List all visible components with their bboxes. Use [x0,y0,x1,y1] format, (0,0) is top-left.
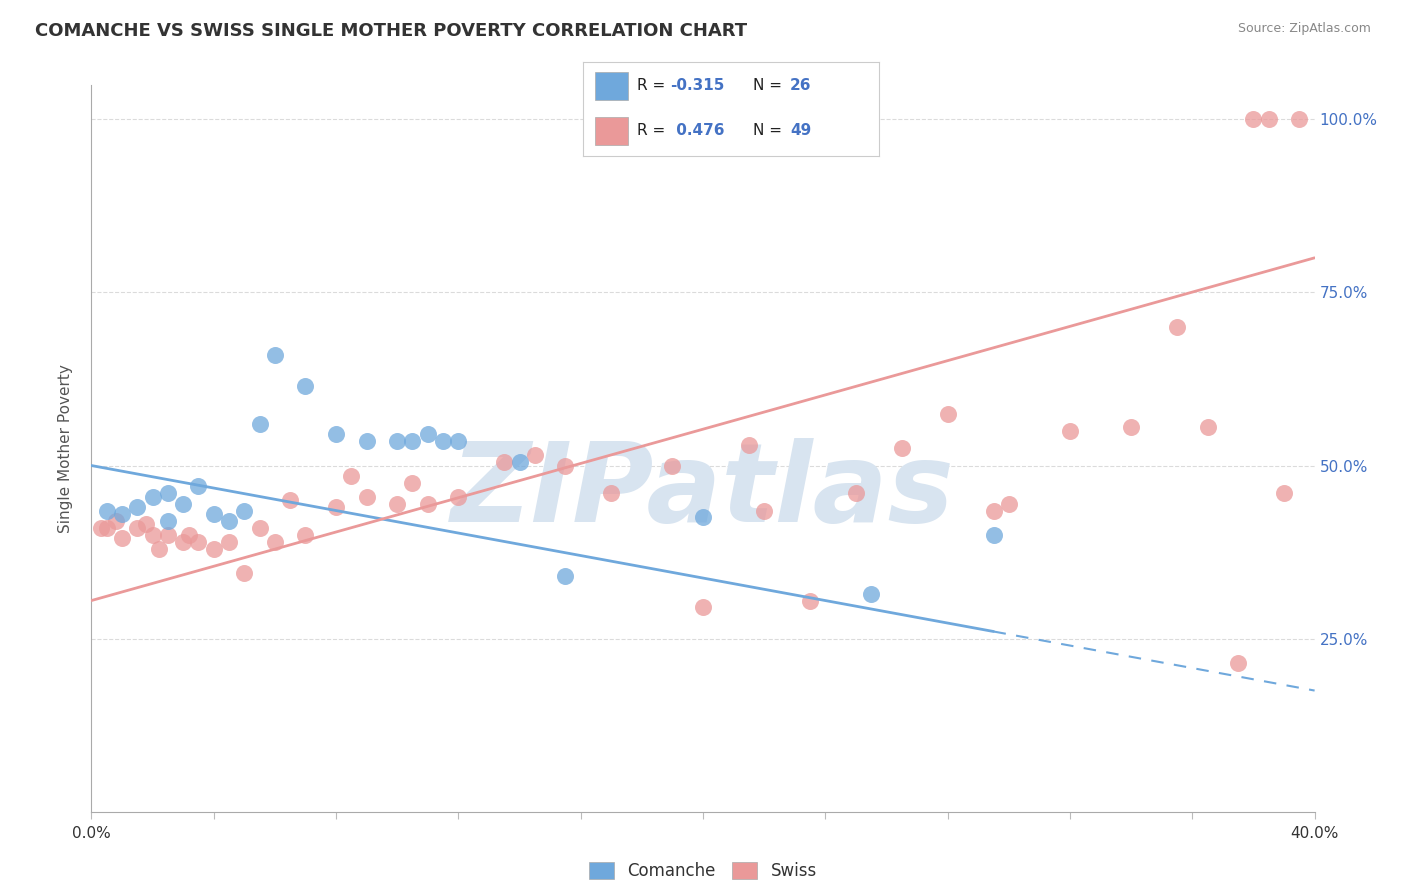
Point [936,407,959,421]
Point [264,348,287,362]
Point [156,514,179,528]
Point [738,438,761,452]
Point [249,521,271,535]
Point [141,528,163,542]
Point [890,442,912,455]
Point [90,521,112,535]
Point [325,427,347,442]
Point [983,528,1005,542]
Legend: Comanche, Swiss: Comanche, Swiss [582,855,824,887]
Text: R =: R = [637,78,669,94]
Point [860,587,883,601]
Point [233,566,256,580]
Point [401,475,423,490]
Point [385,497,409,511]
Text: N =: N = [754,123,787,138]
Point [554,458,576,473]
Point [104,514,127,528]
Point [294,528,316,542]
Point [278,493,301,508]
Point [416,427,439,442]
Point [1227,656,1250,670]
Point [1272,486,1295,500]
Point [356,434,378,449]
Text: Source: ZipAtlas.com: Source: ZipAtlas.com [1237,22,1371,36]
Point [325,500,347,514]
Point [1243,112,1265,127]
Point [1059,424,1081,438]
Point [998,497,1021,511]
Point [799,593,821,607]
Point [187,534,209,549]
Point [233,503,256,517]
Point [509,455,531,469]
Point [127,521,149,535]
Point [111,507,134,521]
Point [218,514,240,528]
Point [661,458,683,473]
Point [127,500,149,514]
Point [294,379,316,393]
Point [600,486,623,500]
Point [96,521,118,535]
Point [523,448,546,462]
Point [356,490,378,504]
Point [692,600,714,615]
Point [845,486,868,500]
Point [187,479,209,493]
Text: 49: 49 [790,123,811,138]
Point [401,434,423,449]
Point [447,490,470,504]
Point [264,534,287,549]
Point [148,541,170,556]
Text: ZIPatlas: ZIPatlas [451,438,955,545]
Point [494,455,516,469]
Text: COMANCHE VS SWISS SINGLE MOTHER POVERTY CORRELATION CHART: COMANCHE VS SWISS SINGLE MOTHER POVERTY … [35,22,747,40]
Point [179,528,201,542]
Point [156,486,179,500]
Point [416,497,439,511]
Point [141,490,163,504]
Y-axis label: Single Mother Poverty: Single Mother Poverty [58,364,73,533]
Text: -0.315: -0.315 [671,78,725,94]
Point [1197,420,1219,434]
Text: N =: N = [754,78,787,94]
Text: R =: R = [637,123,669,138]
Text: 0.476: 0.476 [671,123,724,138]
Point [172,534,194,549]
Point [983,503,1005,517]
Point [1166,320,1188,334]
Point [202,541,225,556]
Point [447,434,470,449]
Point [385,434,409,449]
Point [172,497,194,511]
Point [754,503,776,517]
Point [692,510,714,524]
Point [135,517,157,532]
Point [218,534,240,549]
Point [1288,112,1310,127]
Point [96,503,118,517]
Point [202,507,225,521]
FancyBboxPatch shape [595,72,627,100]
Point [340,469,363,483]
Text: 26: 26 [790,78,811,94]
Point [1257,112,1279,127]
Point [249,417,271,431]
Point [111,531,134,545]
Point [432,434,454,449]
FancyBboxPatch shape [595,117,627,145]
Point [554,569,576,583]
Point [1121,420,1143,434]
Point [156,528,179,542]
